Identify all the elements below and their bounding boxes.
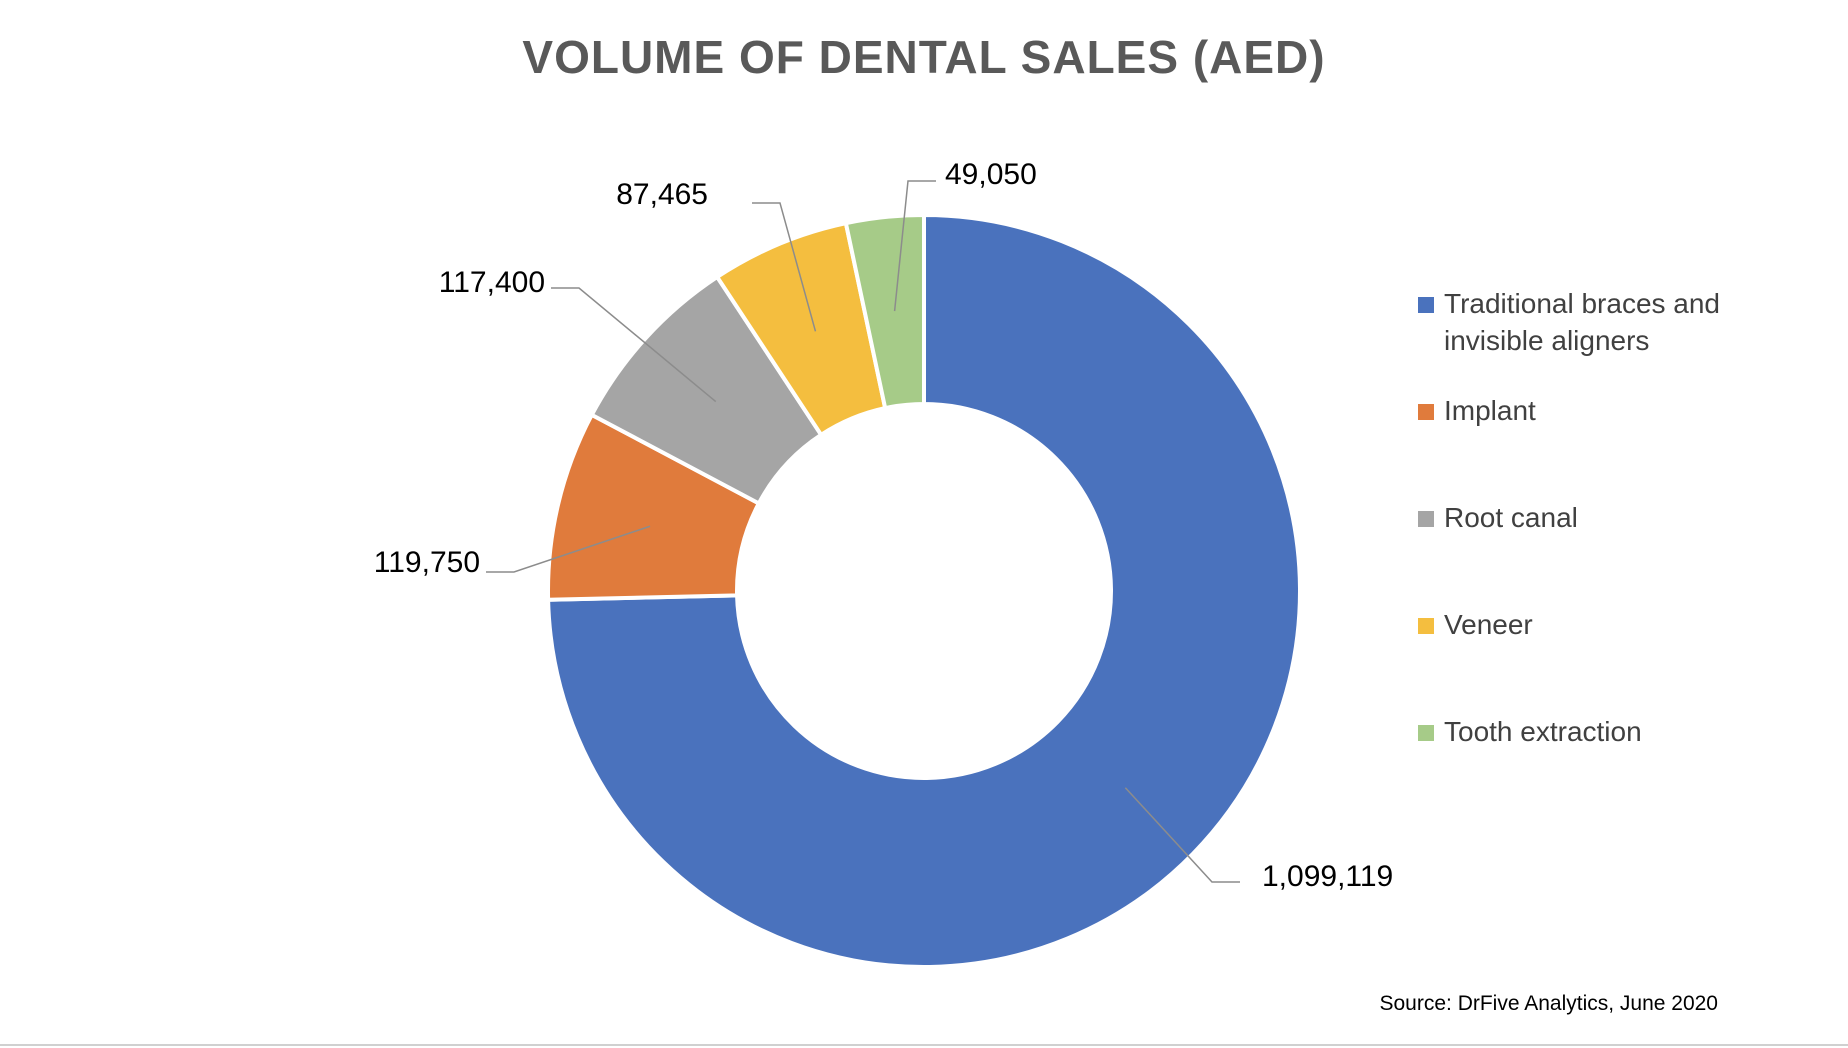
legend-item-implant: Implant: [1418, 395, 1536, 426]
legend-label-traditional-braces-and-invisible-aligners-line-2: invisible aligners: [1444, 325, 1649, 356]
legend-item-root-canal: Root canal: [1418, 502, 1578, 533]
donut-slices: [546, 212, 1302, 969]
legend-swatch-root-canal: [1418, 511, 1434, 527]
data-label-traditional-braces-and-invisible-aligners: 1,099,119: [1262, 860, 1393, 893]
leader-lines: [486, 180, 1240, 883]
chart-source: Source: DrFive Analytics, June 2020: [1379, 992, 1718, 1015]
leader-line-traditional-braces-and-invisible-aligners: [1124, 787, 1240, 883]
leader-line-implant: [486, 525, 651, 573]
leader-line-tooth-extraction: [893, 180, 936, 312]
legend-item-veneer: Veneer: [1418, 609, 1533, 640]
legend-item-traditional-braces-and-invisible-aligners: Traditional braces and invisible aligners: [1418, 288, 1720, 356]
legend-label-veneer: Veneer: [1444, 609, 1533, 640]
legend-swatch-traditional-braces-and-invisible-aligners: [1418, 297, 1434, 313]
legend-item-tooth-extraction: Tooth extraction: [1418, 716, 1642, 747]
data-label-root-canal: 117,400: [439, 266, 545, 299]
legend-label-traditional-braces-and-invisible-aligners-line-1: Traditional braces and: [1444, 288, 1720, 319]
legend-label-tooth-extraction: Tooth extraction: [1444, 716, 1642, 747]
data-labels: 1,099,119 119,750 117,400 87,465 49,050: [374, 158, 1393, 893]
leader-line-veneer: [752, 202, 817, 332]
data-label-implant: 119,750: [374, 546, 480, 579]
legend-swatch-veneer: [1418, 618, 1434, 634]
data-label-tooth-extraction: 49,050: [945, 158, 1037, 191]
leader-line-root-canal: [551, 287, 717, 403]
data-label-veneer: 87,465: [616, 178, 708, 211]
legend-swatch-tooth-extraction: [1418, 725, 1434, 741]
bottom-divider: [0, 1044, 1848, 1046]
legend: Traditional braces and invisible aligners…: [1418, 288, 1720, 747]
chart-title: VOLUME OF DENTAL SALES (AED): [522, 31, 1326, 83]
legend-swatch-implant: [1418, 404, 1434, 420]
legend-label-implant: Implant: [1444, 395, 1536, 426]
slice-traditional-braces-and-invisible-aligners: [546, 212, 1302, 969]
slice-tooth-extraction: [843, 212, 926, 411]
legend-label-root-canal: Root canal: [1444, 502, 1578, 533]
